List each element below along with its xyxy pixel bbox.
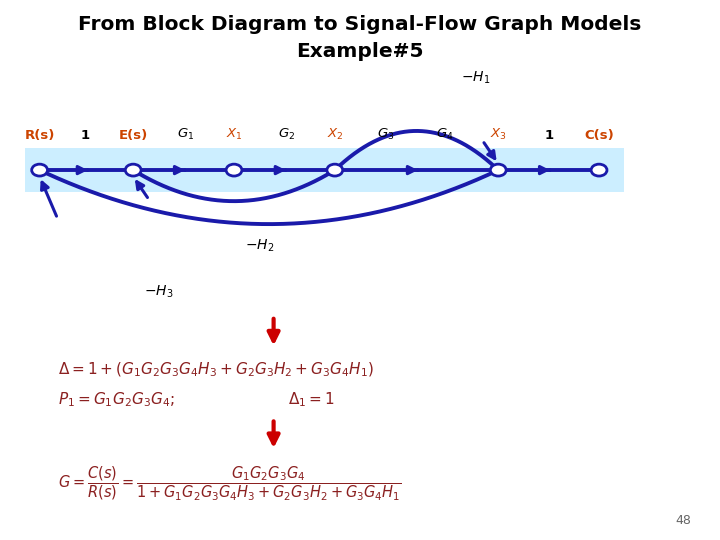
- FancyBboxPatch shape: [25, 148, 624, 192]
- Text: From Block Diagram to Signal-Flow Graph Models: From Block Diagram to Signal-Flow Graph …: [78, 15, 642, 34]
- Text: $-H_1$: $-H_1$: [461, 70, 490, 86]
- Text: $G_2$: $G_2$: [278, 127, 295, 142]
- Text: R(s): R(s): [24, 129, 55, 142]
- Circle shape: [591, 164, 607, 176]
- Text: $G_4$: $G_4$: [436, 127, 454, 142]
- Text: $G_3$: $G_3$: [377, 127, 394, 142]
- Text: $G=\dfrac{C(s)}{R(s)}=\dfrac{G_1G_2G_3G_4}{1+G_1G_2G_3G_4H_3+G_2G_3H_2+G_3G_4H_1: $G=\dfrac{C(s)}{R(s)}=\dfrac{G_1G_2G_3G_…: [58, 464, 401, 502]
- Circle shape: [327, 164, 343, 176]
- Text: $-H_3$: $-H_3$: [144, 284, 174, 300]
- Text: Example#5: Example#5: [296, 42, 424, 61]
- Text: $\Delta = 1+(G_1G_2G_3G_4H_3+G_2G_3H_2+G_3G_4H_1)$: $\Delta = 1+(G_1G_2G_3G_4H_3+G_2G_3H_2+G…: [58, 361, 374, 379]
- Text: $X_2$: $X_2$: [326, 127, 343, 142]
- Text: 1: 1: [544, 129, 553, 142]
- Text: E(s): E(s): [119, 129, 148, 142]
- Circle shape: [125, 164, 141, 176]
- Text: $X_1$: $X_1$: [225, 127, 243, 142]
- Text: $X_3$: $X_3$: [490, 127, 507, 142]
- Text: $P_1 = G_1G_2G_3G_4;$: $P_1 = G_1G_2G_3G_4;$: [58, 390, 174, 409]
- Text: 1: 1: [81, 129, 89, 142]
- Text: C(s): C(s): [584, 129, 614, 142]
- Circle shape: [226, 164, 242, 176]
- Circle shape: [490, 164, 506, 176]
- Text: 48: 48: [675, 514, 691, 526]
- Text: $-H_2$: $-H_2$: [245, 238, 274, 254]
- Circle shape: [32, 164, 48, 176]
- Text: $\Delta_1 = 1$: $\Delta_1 = 1$: [288, 390, 335, 409]
- Text: $G_1$: $G_1$: [177, 127, 194, 142]
